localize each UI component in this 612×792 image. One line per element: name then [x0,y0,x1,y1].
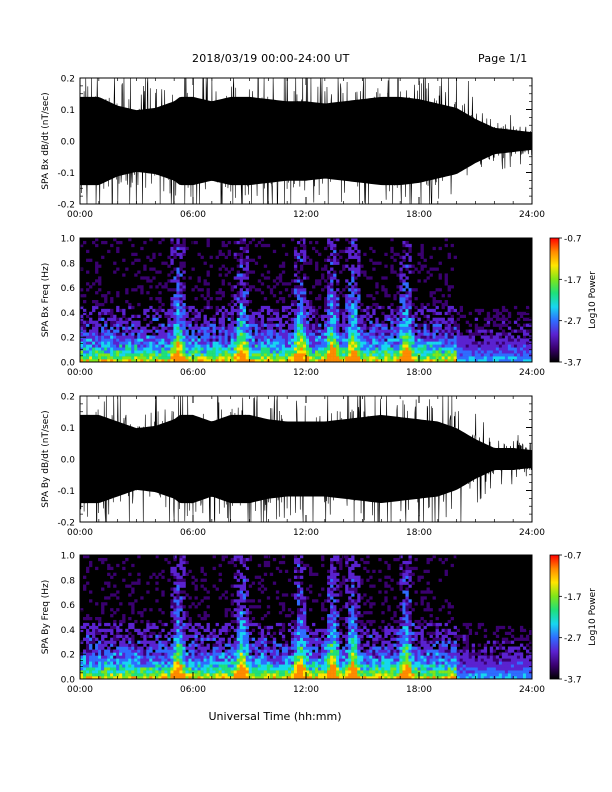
y-tick-label-bx-spectrogram: 0.6 [61,284,76,294]
x-tick-label-by-spectrogram: 06:00 [180,685,206,695]
y-axis-label-bx-waveform: SPA Bx dB/dt (nT/sec) [41,92,51,189]
panel-bx-waveform: -0.2 -0.1 0.0 0.1 0.2 00:00 06:00 12:00 18:00 24:… [41,75,545,221]
x-tick-label-bx-spectrogram: 18:00 [406,368,432,378]
colorbar-by-spectrogram [549,554,560,680]
y-tick-label-by-waveform: -0.1 [57,487,75,497]
x-tick-label-by-spectrogram: 24:00 [519,685,545,695]
colorbar-bx-spectrogram [549,237,560,363]
y-tick-label-by-spectrogram: 0.4 [61,626,76,636]
x-tick-label-bx-spectrogram: 24:00 [519,368,545,378]
x-tick-label-bx-waveform: 00:00 [67,210,93,220]
y-tick-label-by-waveform: 0.1 [61,424,75,434]
x-tick-label-bx-waveform: 24:00 [519,210,545,220]
panel-bx-spectrogram: -0.7 -1.7 -2.7 -3.7 Log10 Power 0.0 0.2 0.4 0.6 0… [41,235,598,379]
y-tick-label-bx-waveform: -0.2 [57,201,75,211]
colorbar-tick-label-by-spectrogram: -1.7 [564,593,582,603]
x-tick-label-by-waveform: 18:00 [406,528,432,538]
y-tick-label-bx-spectrogram: 0.2 [61,334,75,344]
y-axis-label-bx-spectrogram: SPA Bx Freq (Hz) [41,263,51,338]
x-axis-label: Universal Time (hh:mm) [209,710,342,723]
y-tick-label-bx-waveform: 0.1 [61,106,75,116]
panel-by-waveform: -0.2 -0.1 0.0 0.1 0.2 00:00 06:00 12:00 18:00 24:… [41,393,545,539]
y-tick-label-bx-spectrogram: 0.0 [61,359,76,369]
x-tick-label-by-waveform: 00:00 [67,528,93,538]
x-tick-label-bx-spectrogram: 06:00 [180,368,206,378]
colorbar-tick-label-bx-spectrogram: -0.7 [564,235,582,245]
x-tick-label-bx-waveform: 12:00 [293,210,319,220]
waveform-trace-by-waveform [80,396,532,522]
x-tick-label-by-waveform: 06:00 [180,528,206,538]
colorbar-tick-label-by-spectrogram: -2.7 [564,634,582,644]
y-tick-label-by-spectrogram: 0.8 [61,576,76,586]
waveform-trace-bx-waveform [80,78,532,204]
x-tick-label-by-spectrogram: 12:00 [293,685,319,695]
panel-by-spectrogram: -0.7 -1.7 -2.7 -3.7 Log10 Power 0.0 0.2 0.4 0.6 0… [41,552,598,696]
y-tick-label-bx-waveform: -0.1 [57,169,75,179]
x-tick-label-by-waveform: 12:00 [293,528,319,538]
y-tick-label-bx-waveform: 0.2 [61,75,75,85]
x-tick-label-by-spectrogram: 00:00 [67,685,93,695]
colorbar-tick-label-bx-spectrogram: -3.7 [564,359,582,369]
y-tick-label-by-spectrogram: 0.2 [61,651,75,661]
spectrogram-cells-bx-spectrogram [80,238,533,363]
y-tick-label-by-spectrogram: 0.0 [61,676,76,686]
y-tick-label-bx-spectrogram: 0.4 [61,309,76,319]
x-tick-label-bx-waveform: 06:00 [180,210,206,220]
page-indicator: Page 1/1 [478,52,528,65]
colorbar-tick-label-by-spectrogram: -0.7 [564,552,582,562]
y-tick-label-by-waveform: 0.2 [61,393,75,403]
y-axis-label-by-waveform: SPA By dB/dt (nT/sec) [41,410,51,507]
colorbar-tick-label-by-spectrogram: -3.7 [564,676,582,686]
plot-title: 2018/03/19 00:00-24:00 UT [192,52,350,65]
colorbar-label-by-spectrogram: Log10 Power [588,588,598,646]
x-tick-label-bx-spectrogram: 12:00 [293,368,319,378]
x-tick-label-by-waveform: 24:00 [519,528,545,538]
colorbar-tick-label-bx-spectrogram: -1.7 [564,276,582,286]
y-tick-label-bx-spectrogram: 1.0 [61,235,76,245]
y-tick-label-by-spectrogram: 0.6 [61,601,76,611]
y-tick-label-bx-spectrogram: 0.8 [61,259,76,269]
x-tick-label-by-spectrogram: 18:00 [406,685,432,695]
y-tick-label-by-spectrogram: 1.0 [61,552,76,562]
y-tick-label-by-waveform: -0.2 [57,519,75,529]
x-tick-label-bx-spectrogram: 00:00 [67,368,93,378]
y-tick-label-by-waveform: 0.0 [61,456,76,466]
y-axis-label-by-spectrogram: SPA By Freq (Hz) [41,580,51,655]
colorbar-tick-label-bx-spectrogram: -2.7 [564,317,582,327]
y-tick-label-bx-waveform: 0.0 [61,138,76,148]
colorbar-label-bx-spectrogram: Log10 Power [588,271,598,329]
x-tick-label-bx-waveform: 18:00 [406,210,432,220]
